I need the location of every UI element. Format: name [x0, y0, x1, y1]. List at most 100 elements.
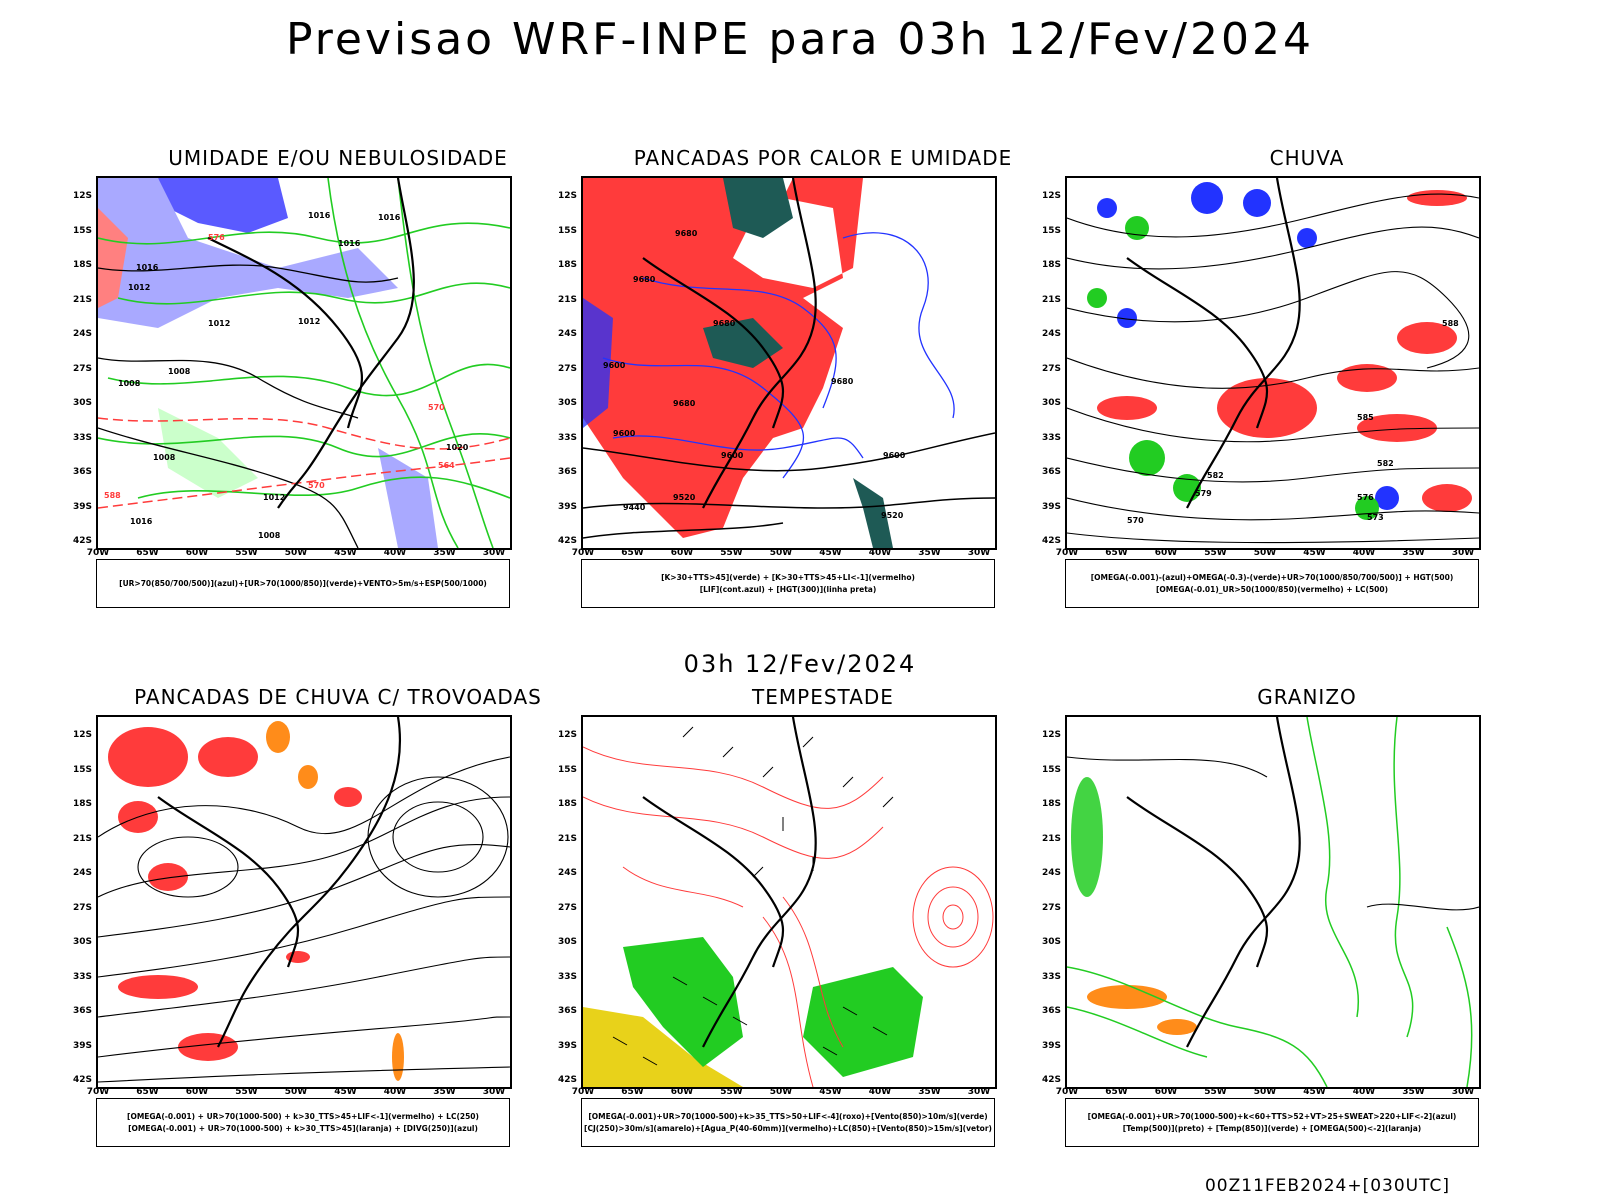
contour-label: 1012	[298, 317, 320, 326]
darkteal-area	[703, 318, 783, 368]
blue-contours	[602, 232, 955, 479]
contour-label: 1016	[338, 239, 361, 248]
contour-label: 564	[438, 461, 455, 470]
map-trovoadas-svg	[98, 717, 510, 1083]
lightblue-humidity-area	[98, 178, 398, 328]
coast-borders	[642, 717, 817, 1048]
darkteal-area	[853, 478, 893, 548]
contour-label: 9680	[831, 377, 854, 386]
lat-tick-label: 12S	[72, 730, 92, 740]
contour-labels: 1016 1016 1016 1016 1012 1012 1012 1008 …	[104, 211, 469, 540]
panel-title: PANCADAS POR CALOR E UMIDADE	[633, 146, 1013, 170]
contour-label: 576	[1357, 493, 1374, 502]
panel-title: GRANIZO	[1257, 685, 1357, 709]
lat-tick-label: 30S	[72, 398, 92, 408]
panel-title: PANCADAS DE CHUVA C/ TROVOADAS	[134, 685, 542, 709]
panel-granizo: GRANIZO 12S 15	[1042, 685, 1557, 1175]
green-temp-contours	[1067, 717, 1473, 1087]
lat-tick-label: 21S	[72, 833, 92, 844]
contour-label: 9680	[675, 229, 698, 238]
contour-label: 1020	[446, 443, 469, 452]
streamlines	[98, 756, 510, 1083]
legend-line: [OMEGA(-0.001)+UR>70(1000-500)+k<60+TTS>…	[1087, 1111, 1457, 1121]
contour-label: 1016	[378, 213, 401, 222]
contour-label: 585	[1357, 413, 1374, 422]
contour-label: 579	[1195, 489, 1212, 498]
contour-label: 9600	[883, 451, 906, 460]
lat-tick-label: 15S	[72, 764, 92, 775]
blue-humidity-area	[158, 178, 288, 233]
legend-line: [CJ(250)>30m/s](amarelo)+[Agua_P(40-60mm…	[584, 1123, 992, 1133]
contour-label: 570	[428, 403, 445, 412]
contour-label: 1008	[118, 379, 141, 388]
contour-label: 9680	[673, 399, 696, 408]
orange-omega-patches	[1087, 985, 1197, 1035]
panel-umidade: UMIDADE E/OU NEBULOSIDADE	[73, 146, 588, 636]
lat-tick-label: 42S	[72, 1075, 92, 1085]
lat-tick-label: 21S	[72, 294, 92, 305]
contour-label: 9600	[721, 451, 744, 460]
legend-line: [OMEGA(-0.01)_UR>50(1000/850)(vermelho) …	[1155, 584, 1389, 594]
contour-label: 1016	[130, 517, 153, 526]
legend: [K>30+TTS>45](verde) + [K>30+TTS>45+LI<-…	[581, 559, 995, 608]
contour-label: 9600	[603, 361, 626, 370]
contour-label: 1016	[136, 263, 159, 272]
green-wind-area	[623, 937, 743, 1067]
contour-label: 573	[1367, 513, 1384, 522]
contour-labels: 9680 9680 9680 9680 9600 9600 9680 9600 …	[603, 229, 906, 520]
row2-title: 03h 12/Fev/2024	[683, 650, 917, 678]
panel-pancadas-calor: PANCADAS POR CALOR E UMIDADE	[558, 146, 1073, 636]
run-timestamp: 00Z11FEB2024+[030UTC]	[1204, 1176, 1450, 1196]
lat-tick-label: 18S	[72, 260, 92, 270]
coast-borders	[642, 178, 817, 509]
lat-tick-label: 33S	[72, 432, 92, 443]
coast-borders	[157, 717, 402, 1048]
contour-labels: 588 585 582 582 579 576 570 573	[1127, 319, 1459, 525]
legend: [OMEGA(-0.001)-(azul)+OMEGA(-0.3)-(verde…	[1065, 559, 1479, 608]
contour-label: 9520	[881, 511, 904, 520]
contour-label: 9600	[613, 429, 636, 438]
lat-tick-label: 42S	[72, 536, 92, 546]
panel-title: UMIDADE E/OU NEBULOSIDADE	[168, 146, 508, 170]
lat-tick-label: 18S	[72, 799, 92, 809]
contour-label: 9520	[673, 493, 696, 502]
contour-label: 570	[308, 481, 325, 490]
legend: [OMEGA(-0.001) + UR>70(1000-500) + k>30_…	[96, 1098, 510, 1147]
lat-tick-label: 30S	[72, 937, 92, 947]
coast-borders	[207, 178, 415, 509]
green-wind-area	[803, 967, 923, 1077]
contour-label: 582	[1207, 471, 1224, 480]
contour-label: 1016	[308, 211, 331, 220]
panel-title: TEMPESTADE	[752, 685, 894, 709]
contour-label: 588	[1442, 319, 1459, 328]
contour-label: 1008	[168, 367, 191, 376]
panel-title: CHUVA	[1269, 146, 1345, 170]
map-tempestade-svg	[583, 717, 994, 1087]
legend: [OMEGA(-0.001)+UR>70(1000-500)+k>35_TTS>…	[581, 1098, 995, 1147]
legend-line: [OMEGA(-0.001)+UR>70(1000-500)+k>35_TTS>…	[588, 1111, 988, 1121]
lightblue-south-area	[378, 448, 438, 548]
lat-tick-label: 33S	[72, 971, 92, 982]
contour-label: 9680	[713, 319, 736, 328]
map-pancadas-calor-svg: 9680 9680 9680 9680 9600 9600 9680 9600 …	[583, 178, 995, 548]
map-granizo	[1065, 715, 1481, 1089]
blue-rain-patches	[1097, 182, 1399, 510]
contour-label: 570	[1127, 516, 1144, 525]
green-contours	[98, 178, 510, 548]
panel-tempestade: TEMPESTADE	[558, 685, 1073, 1175]
map-pancadas-calor: 9680 9680 9680 9680 9600 9600 9680 9600 …	[581, 176, 997, 550]
legend: [UR>70(850/700/500)](azul)+[UR>70(1000/8…	[96, 559, 510, 608]
legend-line: [OMEGA(-0.001)-(azul)+OMEGA(-0.3)-(verde…	[1090, 572, 1454, 582]
black-contours	[98, 264, 399, 548]
contour-label: 9440	[623, 503, 646, 512]
green-rain-patches	[1087, 216, 1379, 520]
coast-borders	[1126, 717, 1301, 1048]
green-temp-patches	[1071, 777, 1103, 897]
legend-line: [K>30+TTS>45](verde) + [K>30+TTS>45+LI<-…	[661, 572, 915, 582]
lat-tick-label: 15S	[72, 225, 92, 236]
contour-label: 588	[104, 491, 121, 500]
legend-line: [UR>70(850/700/500)](azul)+[UR>70(1000/8…	[119, 578, 487, 588]
legend-line: [OMEGA(-0.001) + UR>70(1000-500) + k>30_…	[127, 1111, 479, 1121]
red-water-contours	[583, 746, 994, 1087]
panel-trovoadas: PANCADAS DE CHUVA C/ TROVOADAS	[73, 685, 588, 1175]
